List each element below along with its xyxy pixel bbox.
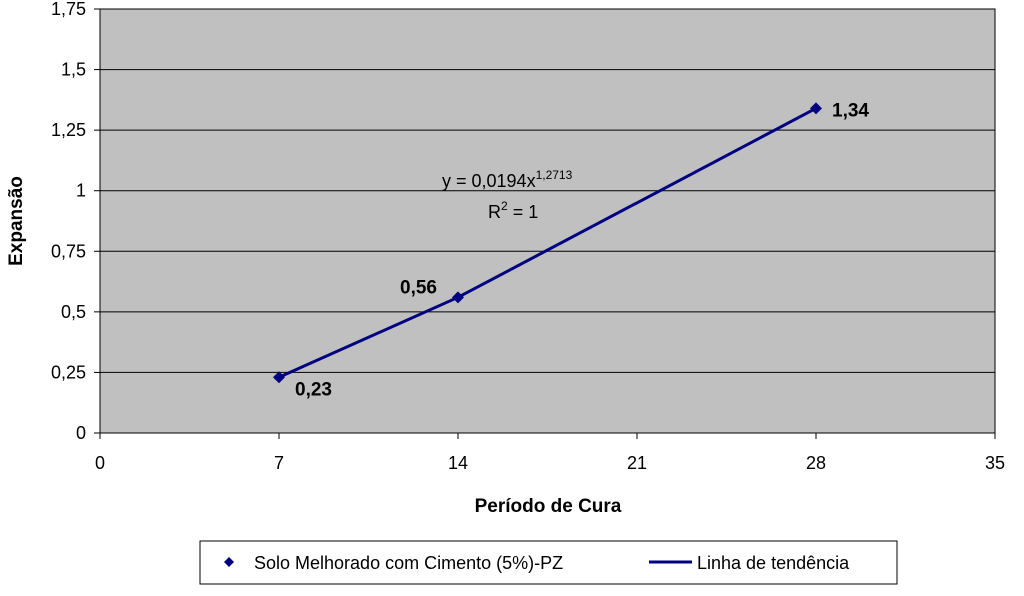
- x-tick-label: 0: [95, 453, 105, 473]
- legend: [199, 540, 898, 585]
- data-point: [810, 102, 822, 115]
- x-tick-label: 35: [985, 453, 1005, 473]
- x-tick-label: 21: [627, 453, 647, 473]
- data-label: 0,23: [295, 379, 332, 400]
- x-tick-label: 14: [448, 453, 468, 473]
- x-tick-label: 28: [806, 453, 826, 473]
- x-axis-label: Período de Cura: [475, 496, 622, 517]
- r2-exponent: 2: [501, 199, 508, 213]
- data-label: 0,56: [400, 277, 437, 298]
- y-tick-label: 1,25: [51, 120, 86, 140]
- y-tick-label: 1,75: [51, 0, 86, 19]
- legend-marker: [224, 557, 234, 567]
- data-point: [273, 371, 285, 384]
- legend-label: Solo Melhorado com Cimento (5%)-PZ: [254, 553, 563, 573]
- y-tick-label: 1,5: [61, 60, 86, 80]
- legend-label: Linha de tendência: [697, 553, 850, 573]
- plot-area: [99, 8, 996, 434]
- x-tick-label: 7: [274, 453, 284, 473]
- equation-text: y = 0,0194x: [442, 171, 536, 191]
- r-squared: R2 = 1: [488, 199, 538, 222]
- r2-text: R: [488, 202, 501, 222]
- y-tick-label: 0,75: [51, 241, 86, 261]
- y-tick-label: 0: [76, 423, 86, 443]
- y-tick-label: 0,5: [61, 302, 86, 322]
- y-axis-label: Expansão: [6, 176, 27, 266]
- equation-exponent: 1,2713: [536, 168, 573, 182]
- r2-value: = 1: [508, 202, 539, 222]
- trend-equation: y = 0,0194x1,2713: [442, 168, 573, 191]
- y-tick-label: 0,25: [51, 362, 86, 382]
- data-point: [452, 291, 464, 304]
- y-tick-label: 1: [76, 181, 86, 201]
- data-label: 1,34: [832, 100, 869, 121]
